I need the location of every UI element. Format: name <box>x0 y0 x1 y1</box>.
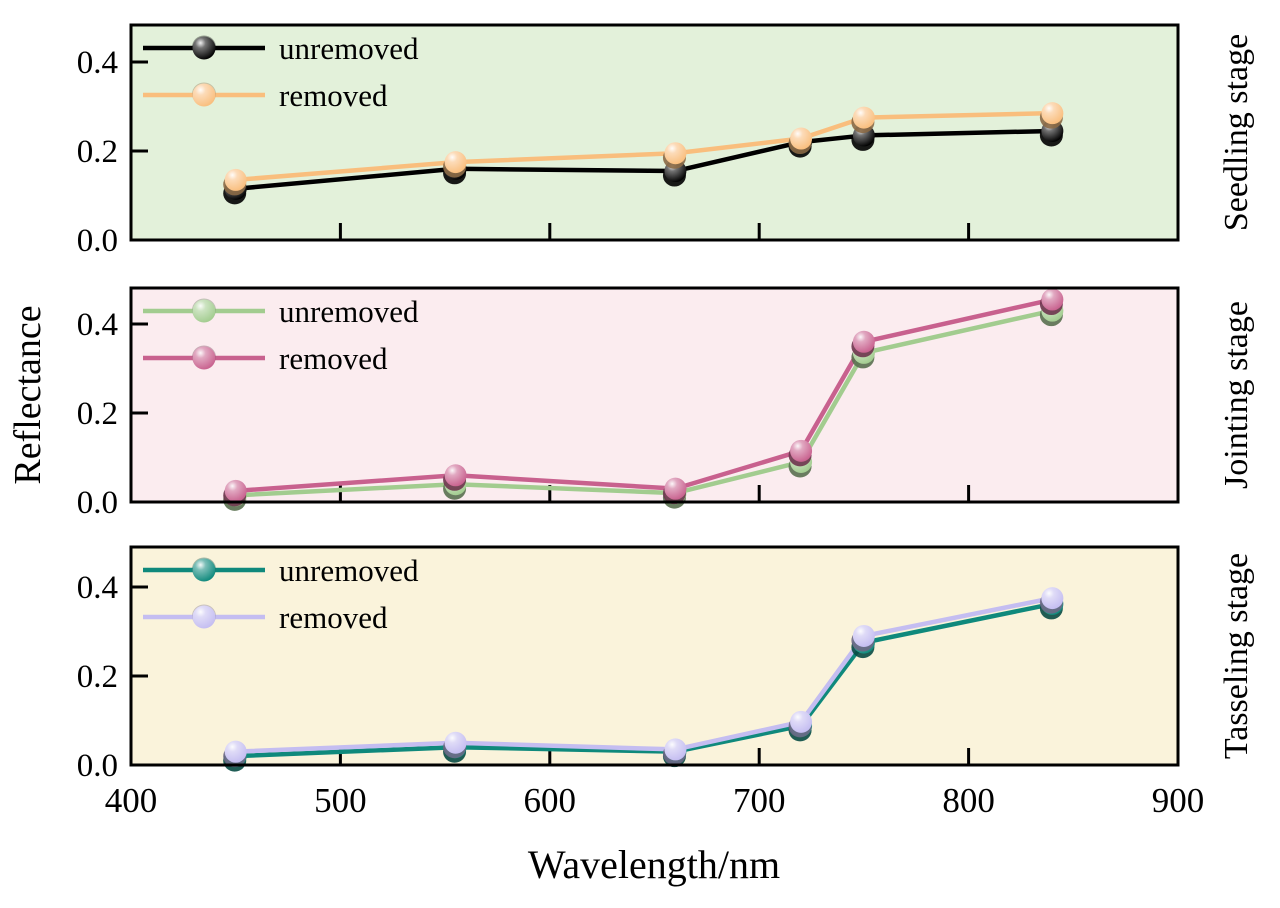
x-tick-label-600: 600 <box>524 781 577 820</box>
data-point-removed-840nm <box>1041 288 1064 311</box>
data-point-removed-750nm <box>852 330 875 353</box>
data-point-removed-720nm <box>790 710 813 733</box>
data-point-removed-660nm <box>664 477 687 500</box>
y-tick-label: 0.2 <box>77 396 118 432</box>
data-point-removed-720nm <box>790 127 813 150</box>
x-tick-label-400: 400 <box>105 781 158 820</box>
line-removed-jointing-stage <box>233 297 1055 494</box>
legend-label-removed: removed <box>279 78 388 113</box>
data-point-removed-840nm <box>1041 102 1064 125</box>
legend-label-removed: removed <box>279 341 388 376</box>
line-removed-seedling-stage <box>233 110 1055 183</box>
legend-marker-removed <box>192 83 216 107</box>
x-tick-label-500: 500 <box>314 781 367 820</box>
panel-jointing-stage: 0.0 0.2 0.4 unremoved removed Jointing stage <box>77 286 1255 521</box>
panel-border-seedling-stage <box>129 23 1180 242</box>
data-point-removed-840nm <box>1041 587 1064 610</box>
legend-marker-removed <box>192 346 216 370</box>
y-tick-label: 0.4 <box>77 570 118 606</box>
legend-label-removed: removed <box>279 600 388 635</box>
data-point-removed-555nm <box>444 731 467 754</box>
stage-label-jointing-stage: Jointing stage <box>1218 301 1255 489</box>
panel-tasseling-stage: 0.0 0.2 0.4 unremoved removed Tasseling stage… <box>77 545 1255 820</box>
y-tick-label: 0.4 <box>77 307 118 343</box>
panel-seedling-stage: 0.0 0.2 0.4 unremoved removed Seedling stage <box>77 23 1255 259</box>
data-point-removed-555nm <box>444 151 467 174</box>
stage-label-seedling-stage: Seedling stage <box>1218 34 1255 231</box>
x-axis-title: Wavelength/nm <box>528 842 780 887</box>
y-tick-label: 0.4 <box>77 45 118 81</box>
legend-marker-unremoved <box>192 299 216 323</box>
panel-background-tasseling-stage <box>131 547 1178 765</box>
stage-label-tasseling-stage: Tasseling stage <box>1218 553 1255 759</box>
panel-border-jointing-stage <box>129 286 1180 504</box>
legend-label-unremoved: unremoved <box>279 31 419 66</box>
legend-marker-unremoved <box>192 558 216 582</box>
legend-label-unremoved: unremoved <box>279 294 419 329</box>
data-point-removed-450nm <box>224 479 247 502</box>
line-unremoved-seedling-stage <box>233 128 1055 192</box>
y-tick-label: 0.0 <box>77 748 118 784</box>
legend-marker-removed <box>192 605 216 629</box>
data-point-removed-555nm <box>444 464 467 487</box>
data-point-removed-660nm <box>664 738 687 761</box>
y-tick-label: 0.2 <box>77 134 118 170</box>
data-point-removed-750nm <box>852 624 875 647</box>
data-point-removed-450nm <box>224 168 247 191</box>
line-unremoved-tasseling-stage <box>233 601 1055 759</box>
y-tick-label: 0.0 <box>77 485 118 521</box>
data-point-removed-660nm <box>664 142 687 165</box>
line-removed-tasseling-stage <box>233 595 1055 754</box>
x-tick-label-900: 900 <box>1152 781 1205 820</box>
panel-border-tasseling-stage <box>129 545 1180 767</box>
legend-marker-unremoved <box>192 36 216 60</box>
y-axis-title: Reflectance <box>7 305 49 484</box>
line-unremoved-jointing-stage <box>233 308 1055 498</box>
x-tick-label-800: 800 <box>942 781 995 820</box>
data-point-removed-750nm <box>852 106 875 129</box>
y-tick-label: 0.2 <box>77 659 118 695</box>
legend-label-unremoved: unremoved <box>279 553 419 588</box>
data-point-removed-720nm <box>790 439 813 462</box>
data-point-removed-450nm <box>224 740 247 763</box>
y-tick-label: 0.0 <box>77 223 118 259</box>
x-tick-label-700: 700 <box>733 781 786 820</box>
